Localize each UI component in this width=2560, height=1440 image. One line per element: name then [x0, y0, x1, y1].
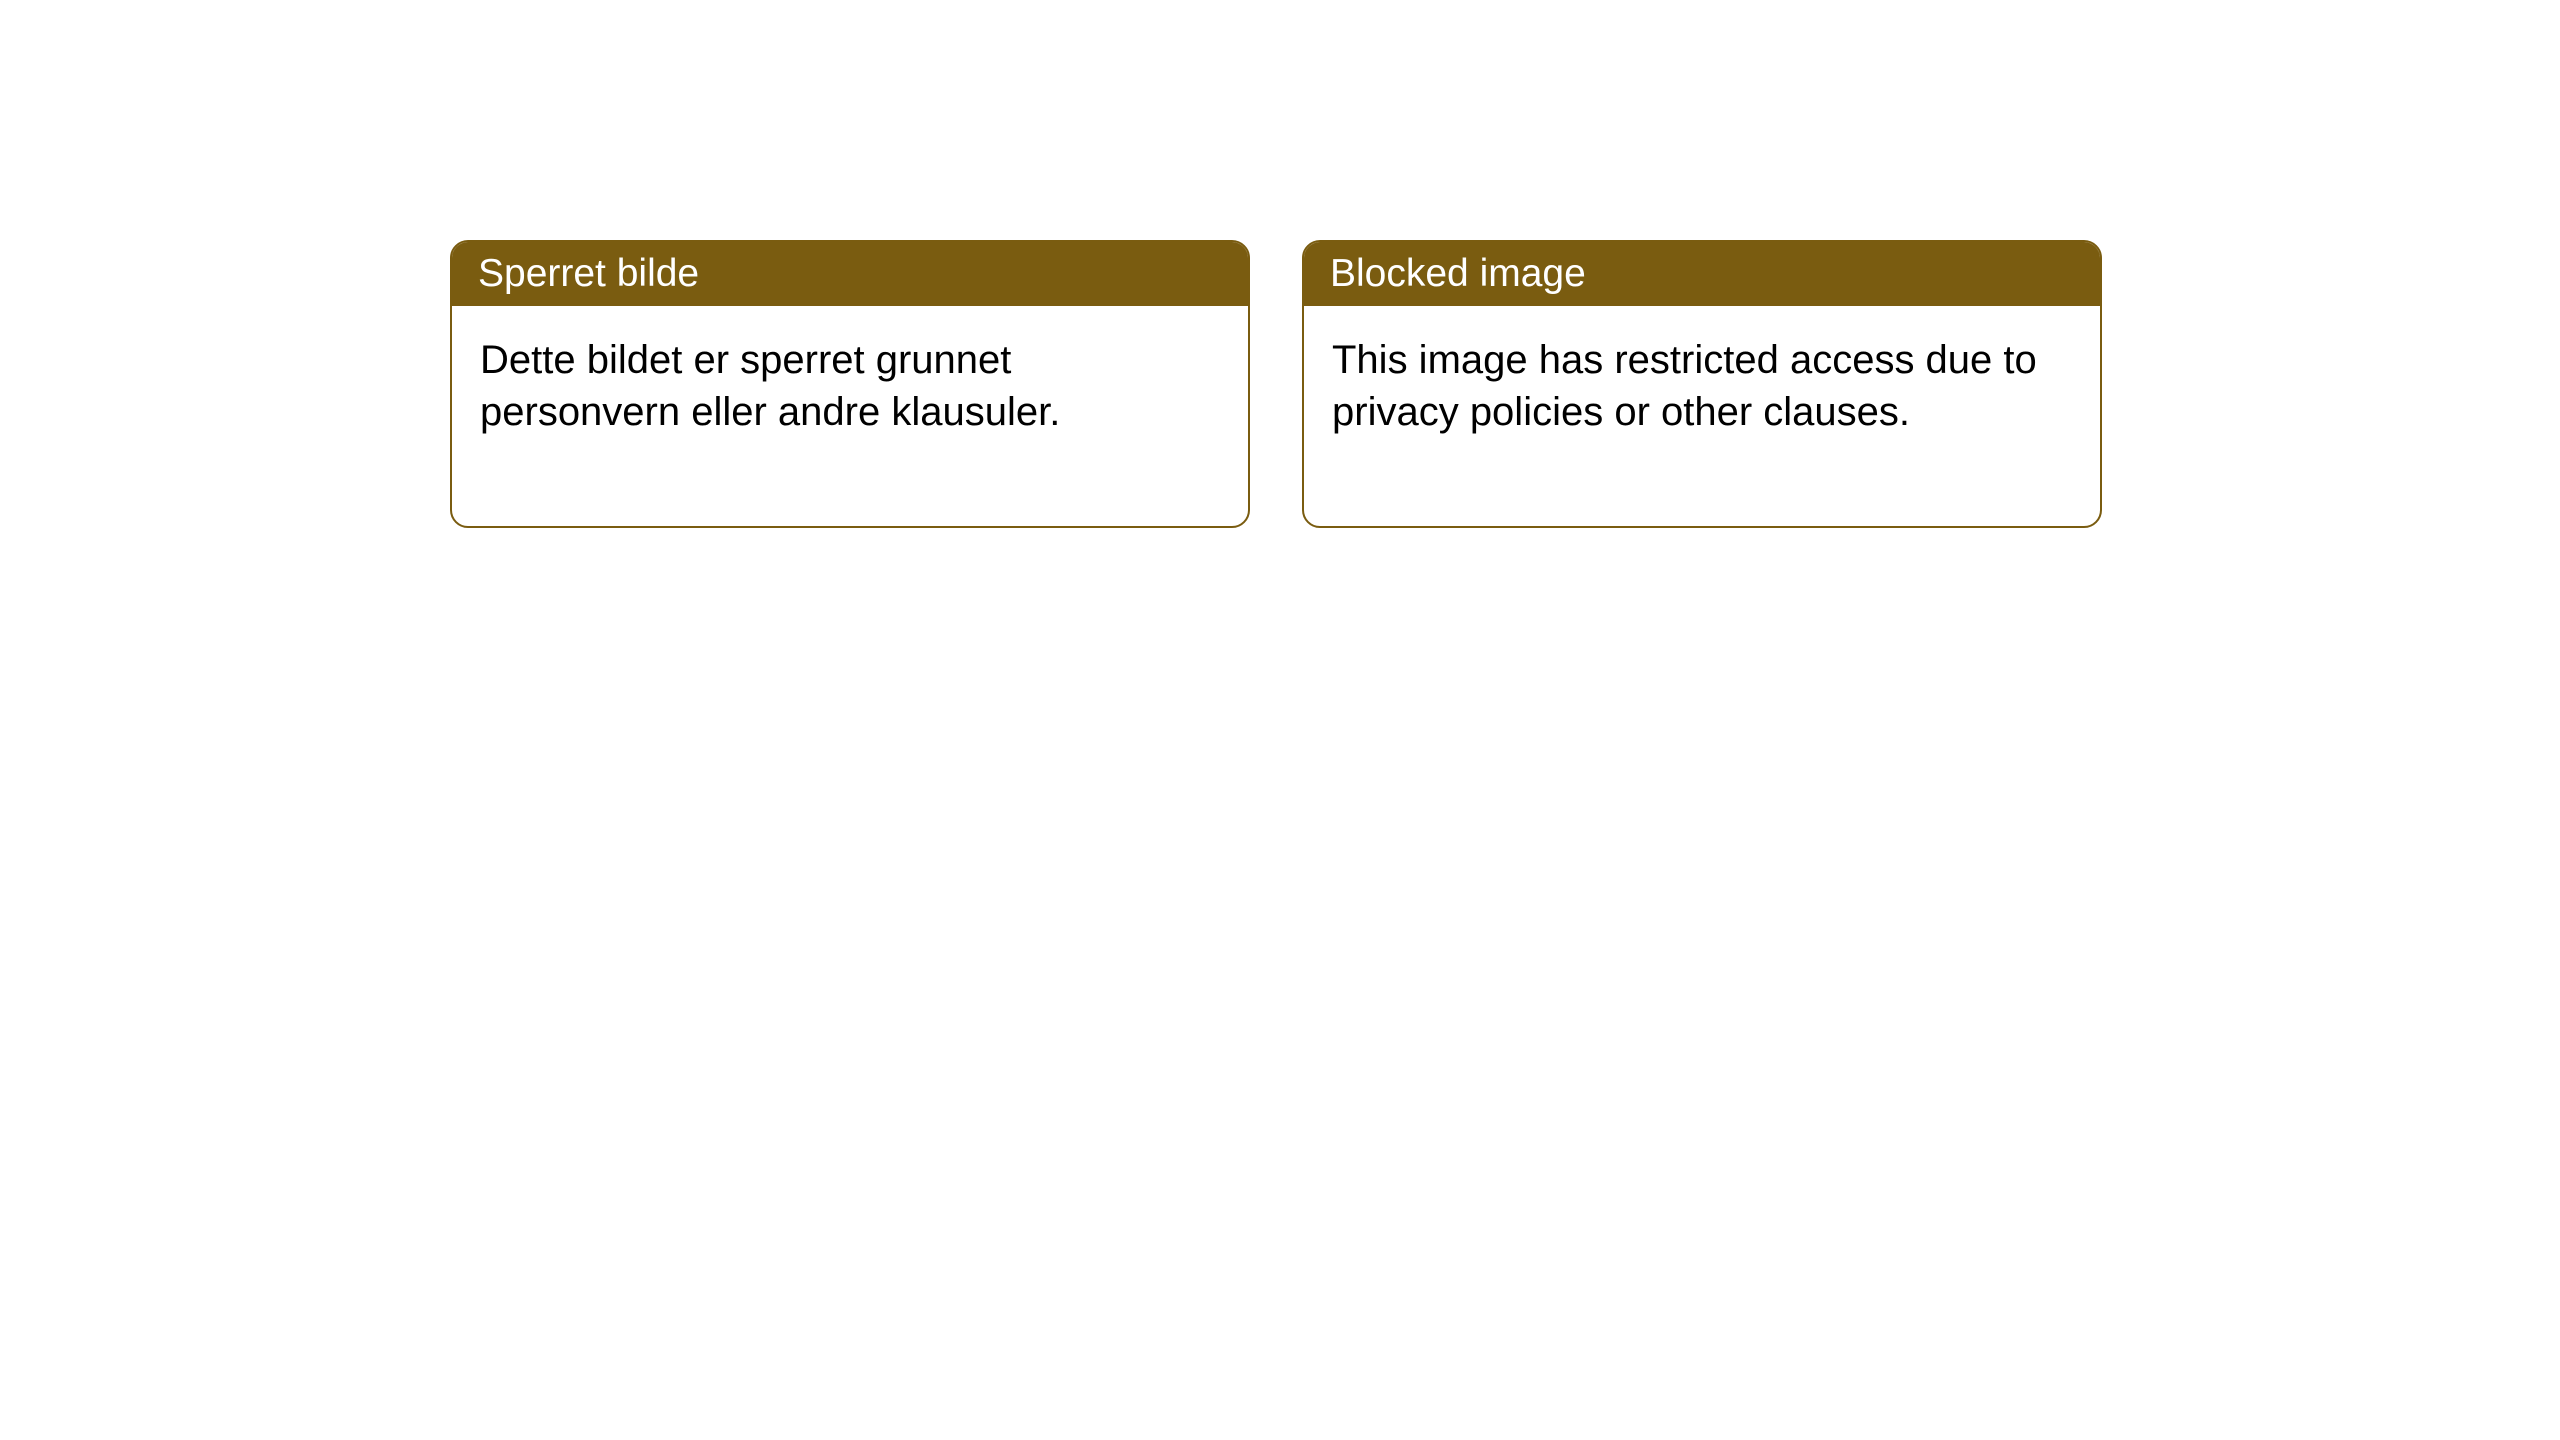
notice-card-norwegian: Sperret bilde Dette bildet er sperret gr… — [450, 240, 1250, 528]
notice-container: Sperret bilde Dette bildet er sperret gr… — [0, 0, 2560, 528]
notice-card-english: Blocked image This image has restricted … — [1302, 240, 2102, 528]
notice-title: Sperret bilde — [452, 242, 1248, 306]
notice-body: This image has restricted access due to … — [1304, 306, 2100, 526]
notice-body: Dette bildet er sperret grunnet personve… — [452, 306, 1248, 526]
notice-title: Blocked image — [1304, 242, 2100, 306]
